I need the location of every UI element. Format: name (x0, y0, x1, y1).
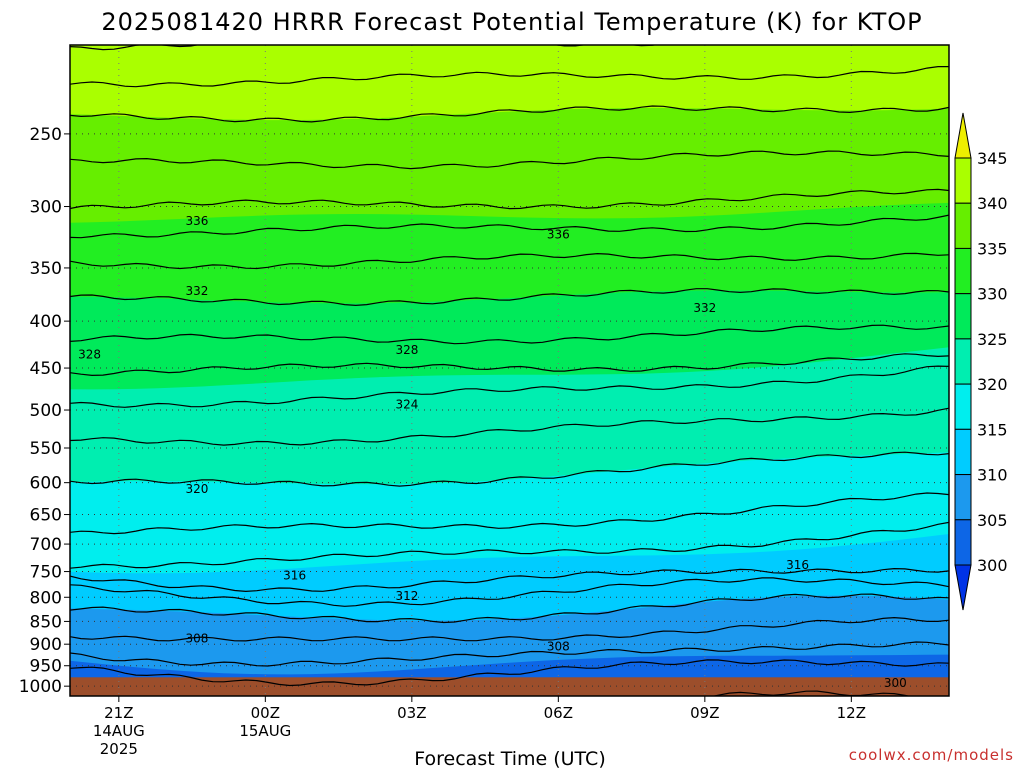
colorbar-segment-320 (954, 383, 972, 430)
contour-label-300-13: 300 (884, 676, 907, 690)
band-above-340 (70, 45, 949, 121)
contour-label-332-2: 332 (186, 284, 209, 298)
colorbar-bottom-arrow (954, 564, 972, 611)
contour-314 (70, 567, 949, 593)
contour-338 (70, 150, 949, 170)
colorbar-label-330: 330 (977, 285, 1008, 304)
colorbar-label-345: 345 (977, 149, 1008, 168)
contour-label-320-7: 320 (186, 482, 209, 496)
colorbar-segment-325 (954, 338, 972, 385)
x-axis-label: Forecast Time (UTC) (414, 748, 605, 768)
y-tick-label-650: 650 (30, 506, 62, 526)
x-tick-label-09Z: 09Z (690, 704, 719, 722)
colorbar-label-325: 325 (977, 330, 1008, 349)
contour-label-336-1: 336 (547, 228, 570, 242)
contour-310 (70, 593, 949, 624)
colorbar-label-315: 315 (977, 420, 1008, 439)
ground-surface (70, 677, 949, 696)
contour-label-328-5: 328 (395, 343, 418, 357)
contour-324 (70, 365, 949, 408)
colorbar-top-arrow (954, 112, 972, 159)
contour-label-324-6: 324 (395, 397, 418, 411)
y-axis-ticks: 250 300 350 400 450 500 550 600 650 700 750 800 850 9… (19, 125, 70, 697)
colorbar-segment-335 (954, 247, 972, 295)
credit-text: coolwx.com/models (849, 746, 1014, 764)
y-tick-label-300: 300 (30, 198, 62, 218)
colorbar-segment-340 (954, 202, 972, 249)
x-tick-date-00Z: 15AUG (239, 722, 291, 740)
colorbar: 345 340 335 330 325 320 315 310 305 300 (954, 112, 1008, 611)
y-tick-label-700: 700 (30, 535, 62, 555)
colorbar-segment-305 (954, 519, 972, 566)
y-tick-label-1000: 1000 (19, 677, 62, 697)
contour-316 (70, 521, 949, 569)
contour-322 (70, 407, 949, 446)
contour-312 (70, 577, 949, 607)
contour-label-312-10: 312 (395, 589, 418, 603)
contour-label-316-9: 316 (786, 558, 809, 572)
contour-326 (70, 353, 949, 377)
y-tick-label-900: 900 (30, 635, 62, 655)
colorbar-label-305: 305 (977, 511, 1008, 530)
contour-334 (70, 214, 949, 239)
contour-308 (70, 616, 949, 642)
y-tick-label-250: 250 (30, 125, 62, 145)
contour-label-332-3: 332 (693, 301, 716, 315)
y-tick-label-400: 400 (30, 312, 62, 332)
contour-lines (70, 45, 949, 696)
contour-318 (70, 492, 949, 535)
x-tick-label-06Z: 06Z (544, 704, 573, 722)
y-tick-label-450: 450 (30, 359, 62, 379)
gridlines (70, 45, 949, 696)
colorbar-segment-315 (954, 428, 972, 476)
contour-320 (70, 451, 949, 487)
x-tick-date-21Z: 14AUG (93, 722, 145, 740)
x-tick-label-03Z: 03Z (397, 704, 426, 722)
contour-328 (70, 324, 949, 345)
x-tick-label-21Z: 21Z (104, 704, 133, 722)
contour-336 (70, 188, 949, 210)
x-tick-year-21Z: 2025 (100, 740, 138, 758)
colorbar-label-300: 300 (977, 556, 1008, 575)
contour-304 (70, 659, 949, 687)
contour-label-336-0: 336 (186, 214, 209, 228)
colorbar-label-310: 310 (977, 466, 1008, 485)
colorbar-segment-330 (954, 293, 972, 340)
contour-342 (70, 66, 949, 88)
y-tick-label-500: 500 (30, 401, 62, 421)
y-tick-label-950: 950 (30, 657, 62, 677)
contour-labels: 336 336 332 332 328 328 324 320 316 316 312 308 308 3… (78, 214, 907, 690)
colorbar-segment-310 (954, 474, 972, 521)
contour-label-308-12: 308 (547, 639, 570, 653)
colorbar-label-340: 340 (977, 194, 1008, 213)
colorbar-label-335: 335 (977, 239, 1008, 258)
y-tick-label-600: 600 (30, 474, 62, 494)
y-tick-label-800: 800 (30, 588, 62, 608)
contour-302 (711, 690, 911, 696)
contour-label-328-4: 328 (78, 348, 101, 362)
x-tick-label-00Z: 00Z (251, 704, 280, 722)
plot-frame (69, 44, 950, 697)
contour-330 (70, 288, 949, 307)
colorbar-label-320: 320 (977, 375, 1008, 394)
y-tick-label-850: 850 (30, 612, 62, 632)
y-tick-label-550: 550 (30, 439, 62, 459)
filled-bands (70, 45, 949, 696)
chart-title: 2025081420 HRRR Forecast Potential Tempe… (101, 8, 922, 36)
y-tick-label-350: 350 (30, 259, 62, 279)
ground-mask (70, 677, 949, 696)
contour-label-316-8: 316 (283, 568, 306, 582)
colorbar-segment-345 (954, 157, 972, 204)
contour-306 (70, 641, 949, 667)
contour-332 (70, 252, 949, 270)
x-tick-label-12Z: 12Z (837, 704, 866, 722)
contour-label-308-11: 308 (186, 631, 209, 645)
y-tick-label-750: 750 (30, 563, 62, 583)
contour-340 (70, 105, 949, 123)
